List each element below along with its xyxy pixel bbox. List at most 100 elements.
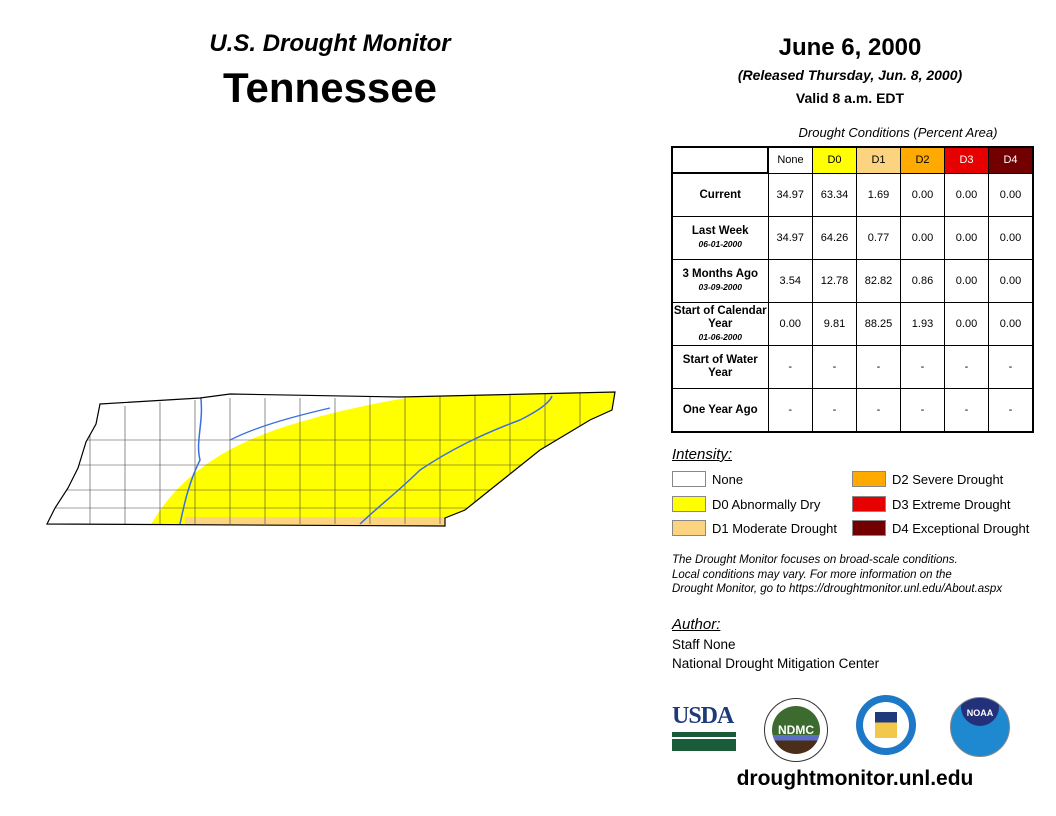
table-cell: 0.86 (900, 259, 945, 303)
table-cell: 0.00 (988, 259, 1034, 303)
legend-label: None (712, 471, 744, 487)
table-cell: - (812, 388, 857, 433)
valid-time: Valid 8 a.m. EDT (795, 90, 905, 106)
table-cell: - (988, 388, 1034, 433)
state-name: Tennessee (223, 64, 437, 111)
ndmc-text: NDMC (772, 706, 820, 754)
row-label: Start of Calendar Year 01-06-2000 (671, 302, 769, 346)
table-cell: 0.00 (900, 216, 945, 260)
table-cell: 0.00 (900, 172, 945, 217)
row-label-text: 3 Months Ago (682, 268, 759, 280)
table-cell: - (900, 388, 945, 433)
table-cell: 9.81 (812, 302, 857, 346)
col-d3: D3 (944, 146, 989, 174)
legend-item: D0 Abnormally Dry (672, 496, 820, 512)
legend-item: D2 Severe Drought (852, 471, 1003, 487)
table-row: 3 Months Ago 03-09-2000 3.54 12.78 82.82 0.86… (671, 259, 1034, 303)
legend-title: Intensity: (672, 446, 733, 463)
tennessee-river-west (179, 392, 203, 525)
usda-logo: USDA (672, 703, 736, 751)
table-cell: 0.00 (988, 302, 1034, 346)
table-cell: 82.82 (856, 259, 901, 303)
col-d1: D1 (856, 146, 901, 174)
row-label-text: Start of Water Year (682, 354, 758, 379)
row-label-text: Last Week (691, 225, 749, 237)
usda-text: USDA (672, 703, 734, 729)
table-cell: - (812, 345, 857, 389)
table-cell: 88.25 (856, 302, 901, 346)
table-cell: 0.00 (944, 172, 989, 217)
table-cell: 34.97 (767, 216, 813, 260)
table-row: Start of Water Year - - - - - - (671, 345, 1034, 389)
table-cell: - (856, 345, 901, 389)
col-none: None (767, 146, 813, 174)
ndmc-logo: NDMC (764, 698, 828, 762)
row-label: Start of Water Year (671, 345, 769, 389)
legend-item: D4 Exceptional Drought (852, 520, 1029, 536)
noaa-text: NOAA (961, 698, 999, 726)
table-cell: 0.00 (944, 302, 989, 346)
legend-swatch (672, 496, 706, 512)
author-name: Staff None (672, 637, 736, 652)
table-row: Current 34.97 63.34 1.69 0.00 0.00 0.00 (671, 172, 1034, 217)
row-label: One Year Ago (671, 388, 769, 433)
note-line: Local conditions may vary. For more info… (672, 568, 952, 581)
table-cell: 0.00 (767, 302, 813, 346)
tennessee-river-east (359, 395, 553, 525)
legend-label: D4 Exceptional Drought (892, 520, 1030, 536)
table-cell: - (900, 345, 945, 389)
table-cell: 0.77 (856, 216, 901, 260)
row-date: 01-06-2000 (698, 331, 742, 342)
row-date: 03-09-2000 (698, 282, 742, 292)
legend-swatch (852, 471, 886, 487)
legend-label: D2 Severe Drought (892, 471, 1004, 487)
footer-url[interactable]: droughtmonitor.unl.edu (736, 767, 974, 790)
legend-label: D0 Abnormally Dry (712, 496, 821, 512)
note-line: Drought Monitor, go to https://droughtmo… (672, 583, 1003, 595)
disclaimer-note: The Drought Monitor focuses on broad-sca… (672, 553, 1002, 597)
commerce-seal-logo (856, 695, 916, 755)
row-label-text: One Year Ago (682, 403, 758, 416)
tennessee-map (46, 391, 616, 527)
d1-area (185, 517, 445, 526)
row-label-text: Current (699, 188, 742, 201)
drought-conditions-table: None D0 D1 D2 D3 D4 Current 34.97 63.34 1.6… (671, 146, 1034, 433)
table-row: Start of Calendar Year 01-06-2000 0.00 9.81… (671, 302, 1034, 346)
row-label-text: Start of Calendar Year (673, 304, 767, 330)
legend-swatch (852, 520, 886, 536)
col-d2: D2 (900, 146, 945, 174)
table-cell: 3.54 (767, 259, 813, 303)
author-title: Author: (672, 616, 721, 633)
map-date: June 6, 2000 (778, 34, 922, 61)
table-row: Last Week 06-01-2000 34.97 64.26 0.77 0.00 0.0… (671, 216, 1034, 260)
legend-swatch (852, 496, 886, 512)
table-cell: - (856, 388, 901, 433)
legend-swatch (672, 520, 706, 536)
legend-swatch (672, 471, 706, 487)
table-cell: 12.78 (812, 259, 857, 303)
legend-item: D1 Moderate Drought (672, 520, 837, 536)
table-cell: - (988, 345, 1034, 389)
legend-label: D3 Extreme Drought (892, 496, 1011, 512)
legend-item: None (672, 471, 743, 487)
row-label: Last Week 06-01-2000 (671, 216, 769, 260)
row-label: Current (671, 172, 769, 217)
table-cell: 1.93 (900, 302, 945, 346)
table-cell: - (944, 388, 989, 433)
row-label: 3 Months Ago 03-09-2000 (671, 259, 769, 303)
legend-item: D3 Extreme Drought (852, 496, 1011, 512)
table-row: One Year Ago - - - - - - (671, 388, 1034, 433)
table-caption: Drought Conditions (Percent Area) (798, 125, 998, 140)
table-cell: 64.26 (812, 216, 857, 260)
cumberland-river (229, 407, 331, 441)
row-date: 06-01-2000 (698, 239, 742, 249)
table-cell: - (767, 345, 813, 389)
table-cell: 34.97 (767, 172, 813, 217)
legend-label: D1 Moderate Drought (712, 520, 838, 536)
table-cell: 0.00 (944, 216, 989, 260)
author-org: National Drought Mitigation Center (672, 656, 880, 671)
note-line: The Drought Monitor focuses on broad-sca… (672, 554, 958, 566)
table-cell: 0.00 (944, 259, 989, 303)
map-title: U.S. Drought Monitor (209, 30, 451, 57)
